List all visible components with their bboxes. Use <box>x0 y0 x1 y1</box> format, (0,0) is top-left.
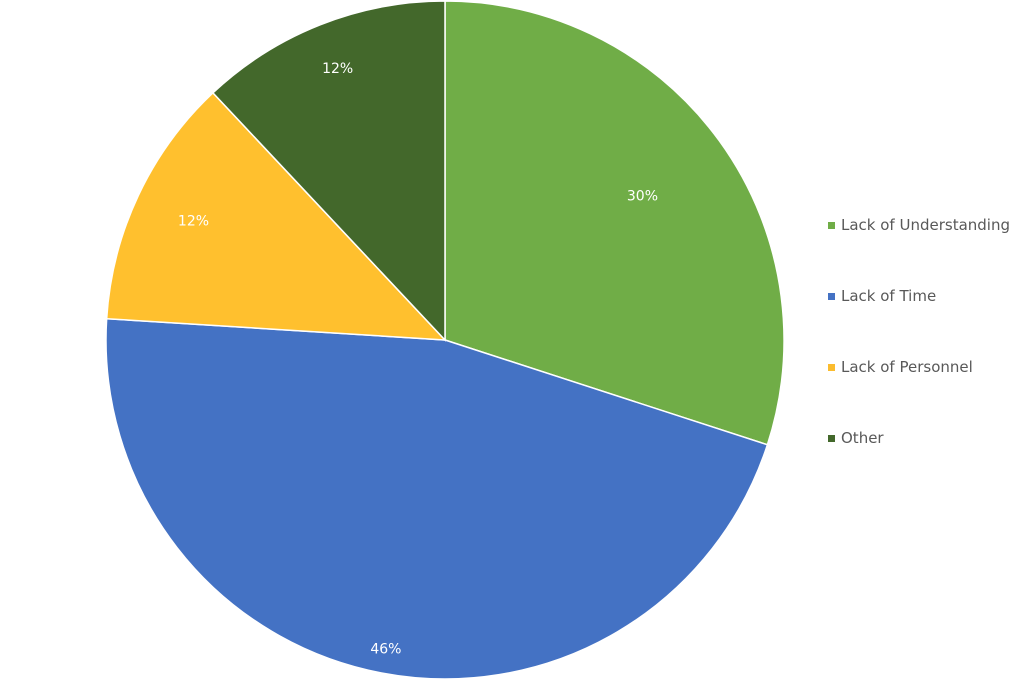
legend-label: Lack of Time <box>841 287 937 305</box>
slice-percent-label: 30% <box>627 189 658 205</box>
legend-swatch <box>828 221 835 229</box>
pie-slice-lack-of-time <box>105 317 769 680</box>
legend-swatch <box>828 363 835 371</box>
legend-swatch <box>828 434 835 442</box>
slice-percent-label: 12% <box>178 214 209 230</box>
pie-slice-other <box>211 0 446 342</box>
legend-swatch <box>828 292 835 300</box>
pie-slice-lack-of-personnel <box>105 91 447 341</box>
legend-item-lack-of-personnel: Lack of Personnel <box>828 358 973 376</box>
slice-percent-label: 46% <box>370 642 401 658</box>
slice-percent-label: 12% <box>322 61 353 77</box>
legend-label: Lack of Personnel <box>841 358 973 376</box>
legend-label: Other <box>841 429 884 447</box>
legend-item-other: Other <box>828 429 884 447</box>
legend-label: Lack of Understanding <box>841 216 1010 234</box>
legend-item-lack-of-time: Lack of Time <box>828 287 936 305</box>
pie-slice-lack-of-understanding <box>444 0 785 446</box>
legend-item-lack-of-understanding: Lack of Understanding <box>828 216 1010 234</box>
